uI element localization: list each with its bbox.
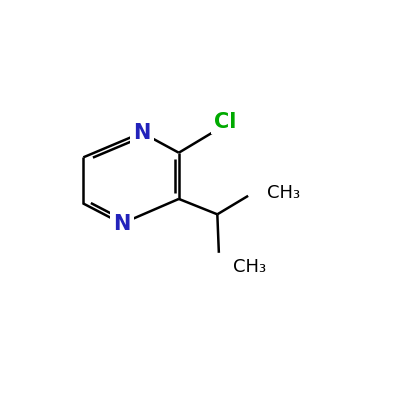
Text: N: N	[113, 214, 130, 234]
Text: CH₃: CH₃	[233, 258, 266, 276]
Text: Cl: Cl	[214, 112, 236, 132]
Text: CH₃: CH₃	[267, 184, 300, 202]
Text: N: N	[133, 123, 150, 143]
